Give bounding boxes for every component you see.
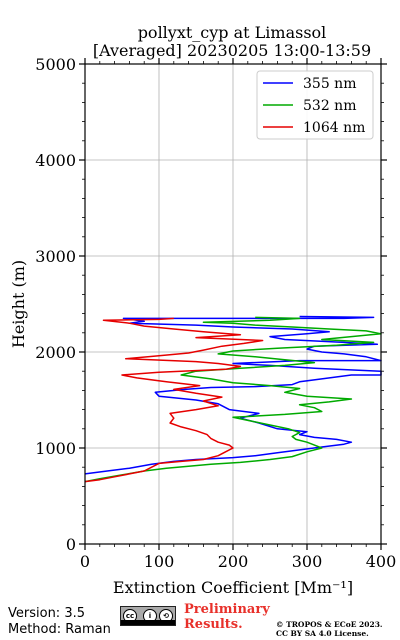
y-tick-label: 4000: [35, 151, 76, 170]
x-tick-label: 300: [292, 552, 323, 571]
preliminary-line-2: Results.: [184, 617, 243, 632]
y-tick-label: 0: [66, 535, 76, 554]
copyright-line-2: CC BY SA 4.0 License.: [276, 629, 369, 638]
series-line: [84, 317, 264, 483]
x-axis-label: Extinction Coefficient [Mm⁻¹]: [113, 578, 353, 597]
copyright-line-1: © TROPOS & ECoE 2023.: [276, 620, 383, 629]
axis-ticks: [79, 58, 387, 550]
legend-box: [256, 70, 374, 140]
series-group: [84, 315, 382, 483]
chart-subtitle: [Averaged] 20230205 13:00-13:59: [92, 41, 372, 60]
chart-title: pollyxt_cyp at Limassol: [137, 23, 327, 42]
x-tick-label: 200: [218, 552, 249, 571]
y-tick-label: 3000: [35, 247, 76, 266]
series-line: [84, 316, 382, 483]
y-tick-label: 5000: [35, 55, 76, 74]
legend-label: 532 nm: [303, 98, 356, 114]
preliminary-notice: Preliminary Results.: [184, 602, 270, 632]
cc-license-badge: cc i ⟲: [120, 606, 176, 626]
y-tick-label: 2000: [35, 343, 76, 362]
legend-label: 355 nm: [303, 76, 356, 92]
x-tick-label: 100: [144, 552, 175, 571]
x-tick-label: 400: [366, 552, 397, 571]
badge-band: [121, 620, 175, 625]
series-line: [84, 315, 382, 475]
y-tick-label: 1000: [35, 439, 76, 458]
method-label: Method: Raman: [8, 622, 111, 637]
version-label: Version: 3.5: [8, 606, 85, 621]
legend-label: 1064 nm: [303, 120, 365, 136]
preliminary-line-1: Preliminary: [184, 602, 270, 617]
copyright-notice: © TROPOS & ECoE 2023. CC BY SA 4.0 Licen…: [276, 620, 383, 638]
legend: 355 nm 532 nm 1064 nm: [256, 70, 374, 140]
x-tick-label: 0: [80, 552, 90, 571]
y-axis-label: Height (m): [9, 260, 28, 348]
